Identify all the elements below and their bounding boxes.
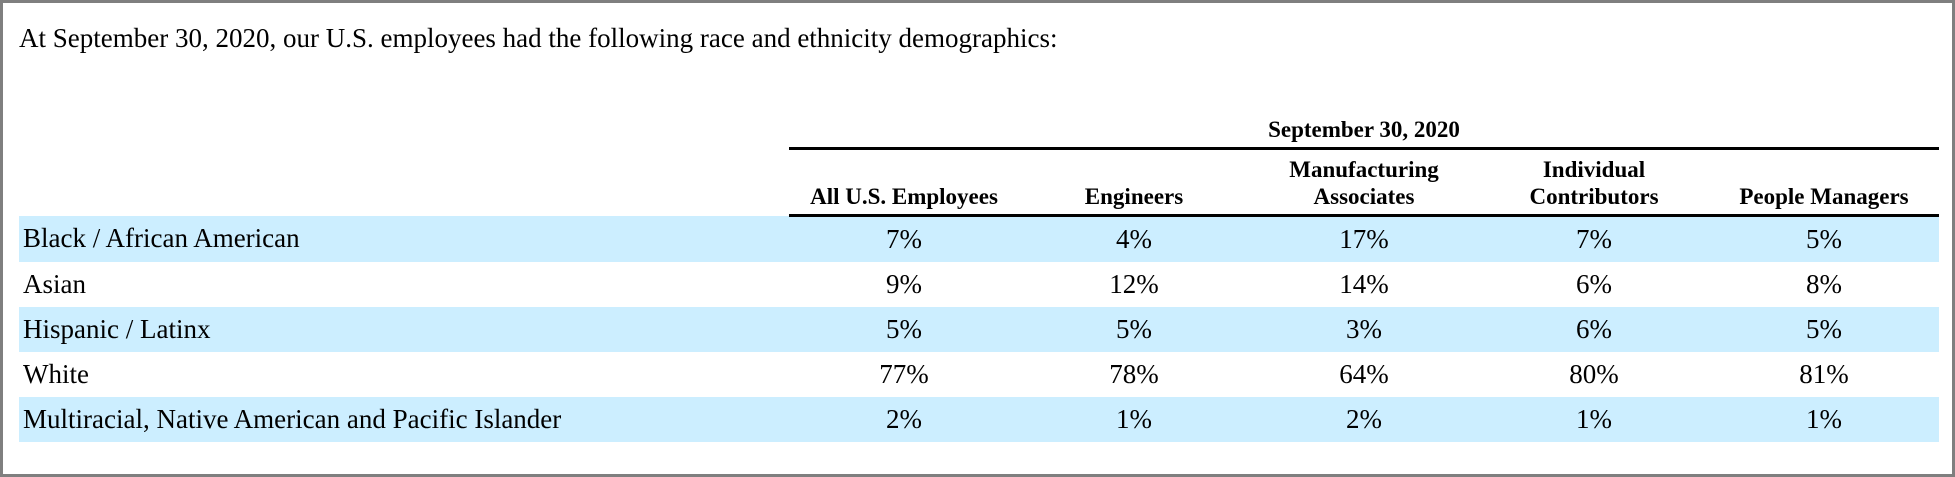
column-header-line2: People Managers xyxy=(1739,184,1909,209)
column-header-all-us-employees: All U.S. Employees xyxy=(789,148,1019,217)
table-cell: 4% xyxy=(1019,215,1249,262)
column-header-individual-contributors: Individual Contributors xyxy=(1479,148,1709,217)
column-header-line1: Individual xyxy=(1542,157,1646,182)
column-header-line2: Engineers xyxy=(1084,184,1184,209)
table-cell: 1% xyxy=(1709,397,1939,442)
table-row: Multiracial, Native American and Pacific… xyxy=(19,397,1939,442)
table-row: White 77% 78% 64% 80% 81% xyxy=(19,352,1939,397)
table-cell: 78% xyxy=(1109,359,1159,389)
table-cell: 17% xyxy=(1249,215,1479,262)
table-cell: 5% xyxy=(1709,307,1939,352)
table-cell: 64% xyxy=(1339,359,1389,389)
table-cell: 14% xyxy=(1339,269,1389,299)
table-cell: 80% xyxy=(1569,359,1619,389)
table-cell: 1% xyxy=(1019,397,1249,442)
column-header-blank xyxy=(19,149,789,216)
row-label: Hispanic / Latinx xyxy=(19,307,789,352)
table-cell: 2% xyxy=(1249,397,1479,442)
table-row: Black / African American 7% 4% 17% 7% 5% xyxy=(19,215,1939,262)
table-cell: 9% xyxy=(886,269,922,299)
table-row: Asian 9% 12% 14% 6% 8% xyxy=(19,262,1939,307)
row-label: Black / African American xyxy=(19,215,789,262)
table-row: Hispanic / Latinx 5% 5% 3% 6% 5% xyxy=(19,307,1939,352)
group-header-date: September 30, 2020 xyxy=(789,107,1939,150)
table-cell: 81% xyxy=(1799,359,1849,389)
group-header-row: September 30, 2020 xyxy=(19,107,1939,150)
column-header-line1: Manufacturing xyxy=(1289,157,1439,182)
row-label: Asian xyxy=(23,269,86,299)
column-header-engineers: Engineers xyxy=(1019,148,1249,217)
table-cell: 7% xyxy=(1479,215,1709,262)
table-cell: 7% xyxy=(789,215,1019,262)
column-header-line2: All U.S. Employees xyxy=(810,184,998,209)
column-header-people-managers: People Managers xyxy=(1709,148,1939,217)
row-label: White xyxy=(23,359,89,389)
column-header-row: All U.S. Employees Engineers Manufacturi… xyxy=(19,148,1939,217)
table-cell: 5% xyxy=(1019,307,1249,352)
intro-paragraph: At September 30, 2020, our U.S. employee… xyxy=(19,23,1058,53)
column-header-line2: Associates xyxy=(1313,184,1415,209)
table-cell: 5% xyxy=(1709,215,1939,262)
table-cell: 77% xyxy=(879,359,929,389)
table-cell: 6% xyxy=(1479,307,1709,352)
table-cell: 2% xyxy=(789,397,1019,442)
table-cell: 3% xyxy=(1249,307,1479,352)
row-label: Multiracial, Native American and Pacific… xyxy=(19,397,789,442)
table-cell: 5% xyxy=(789,307,1019,352)
column-header-line2: Contributors xyxy=(1529,184,1659,209)
table-cell: 8% xyxy=(1806,269,1842,299)
table-cell: 6% xyxy=(1576,269,1612,299)
column-header-manufacturing-associates: Manufacturing Associates xyxy=(1249,148,1479,217)
group-header-spacer xyxy=(19,107,789,149)
demographics-table: September 30, 2020 All U.S. Employees En… xyxy=(19,107,1939,442)
table-cell: 1% xyxy=(1479,397,1709,442)
table-cell: 12% xyxy=(1109,269,1159,299)
